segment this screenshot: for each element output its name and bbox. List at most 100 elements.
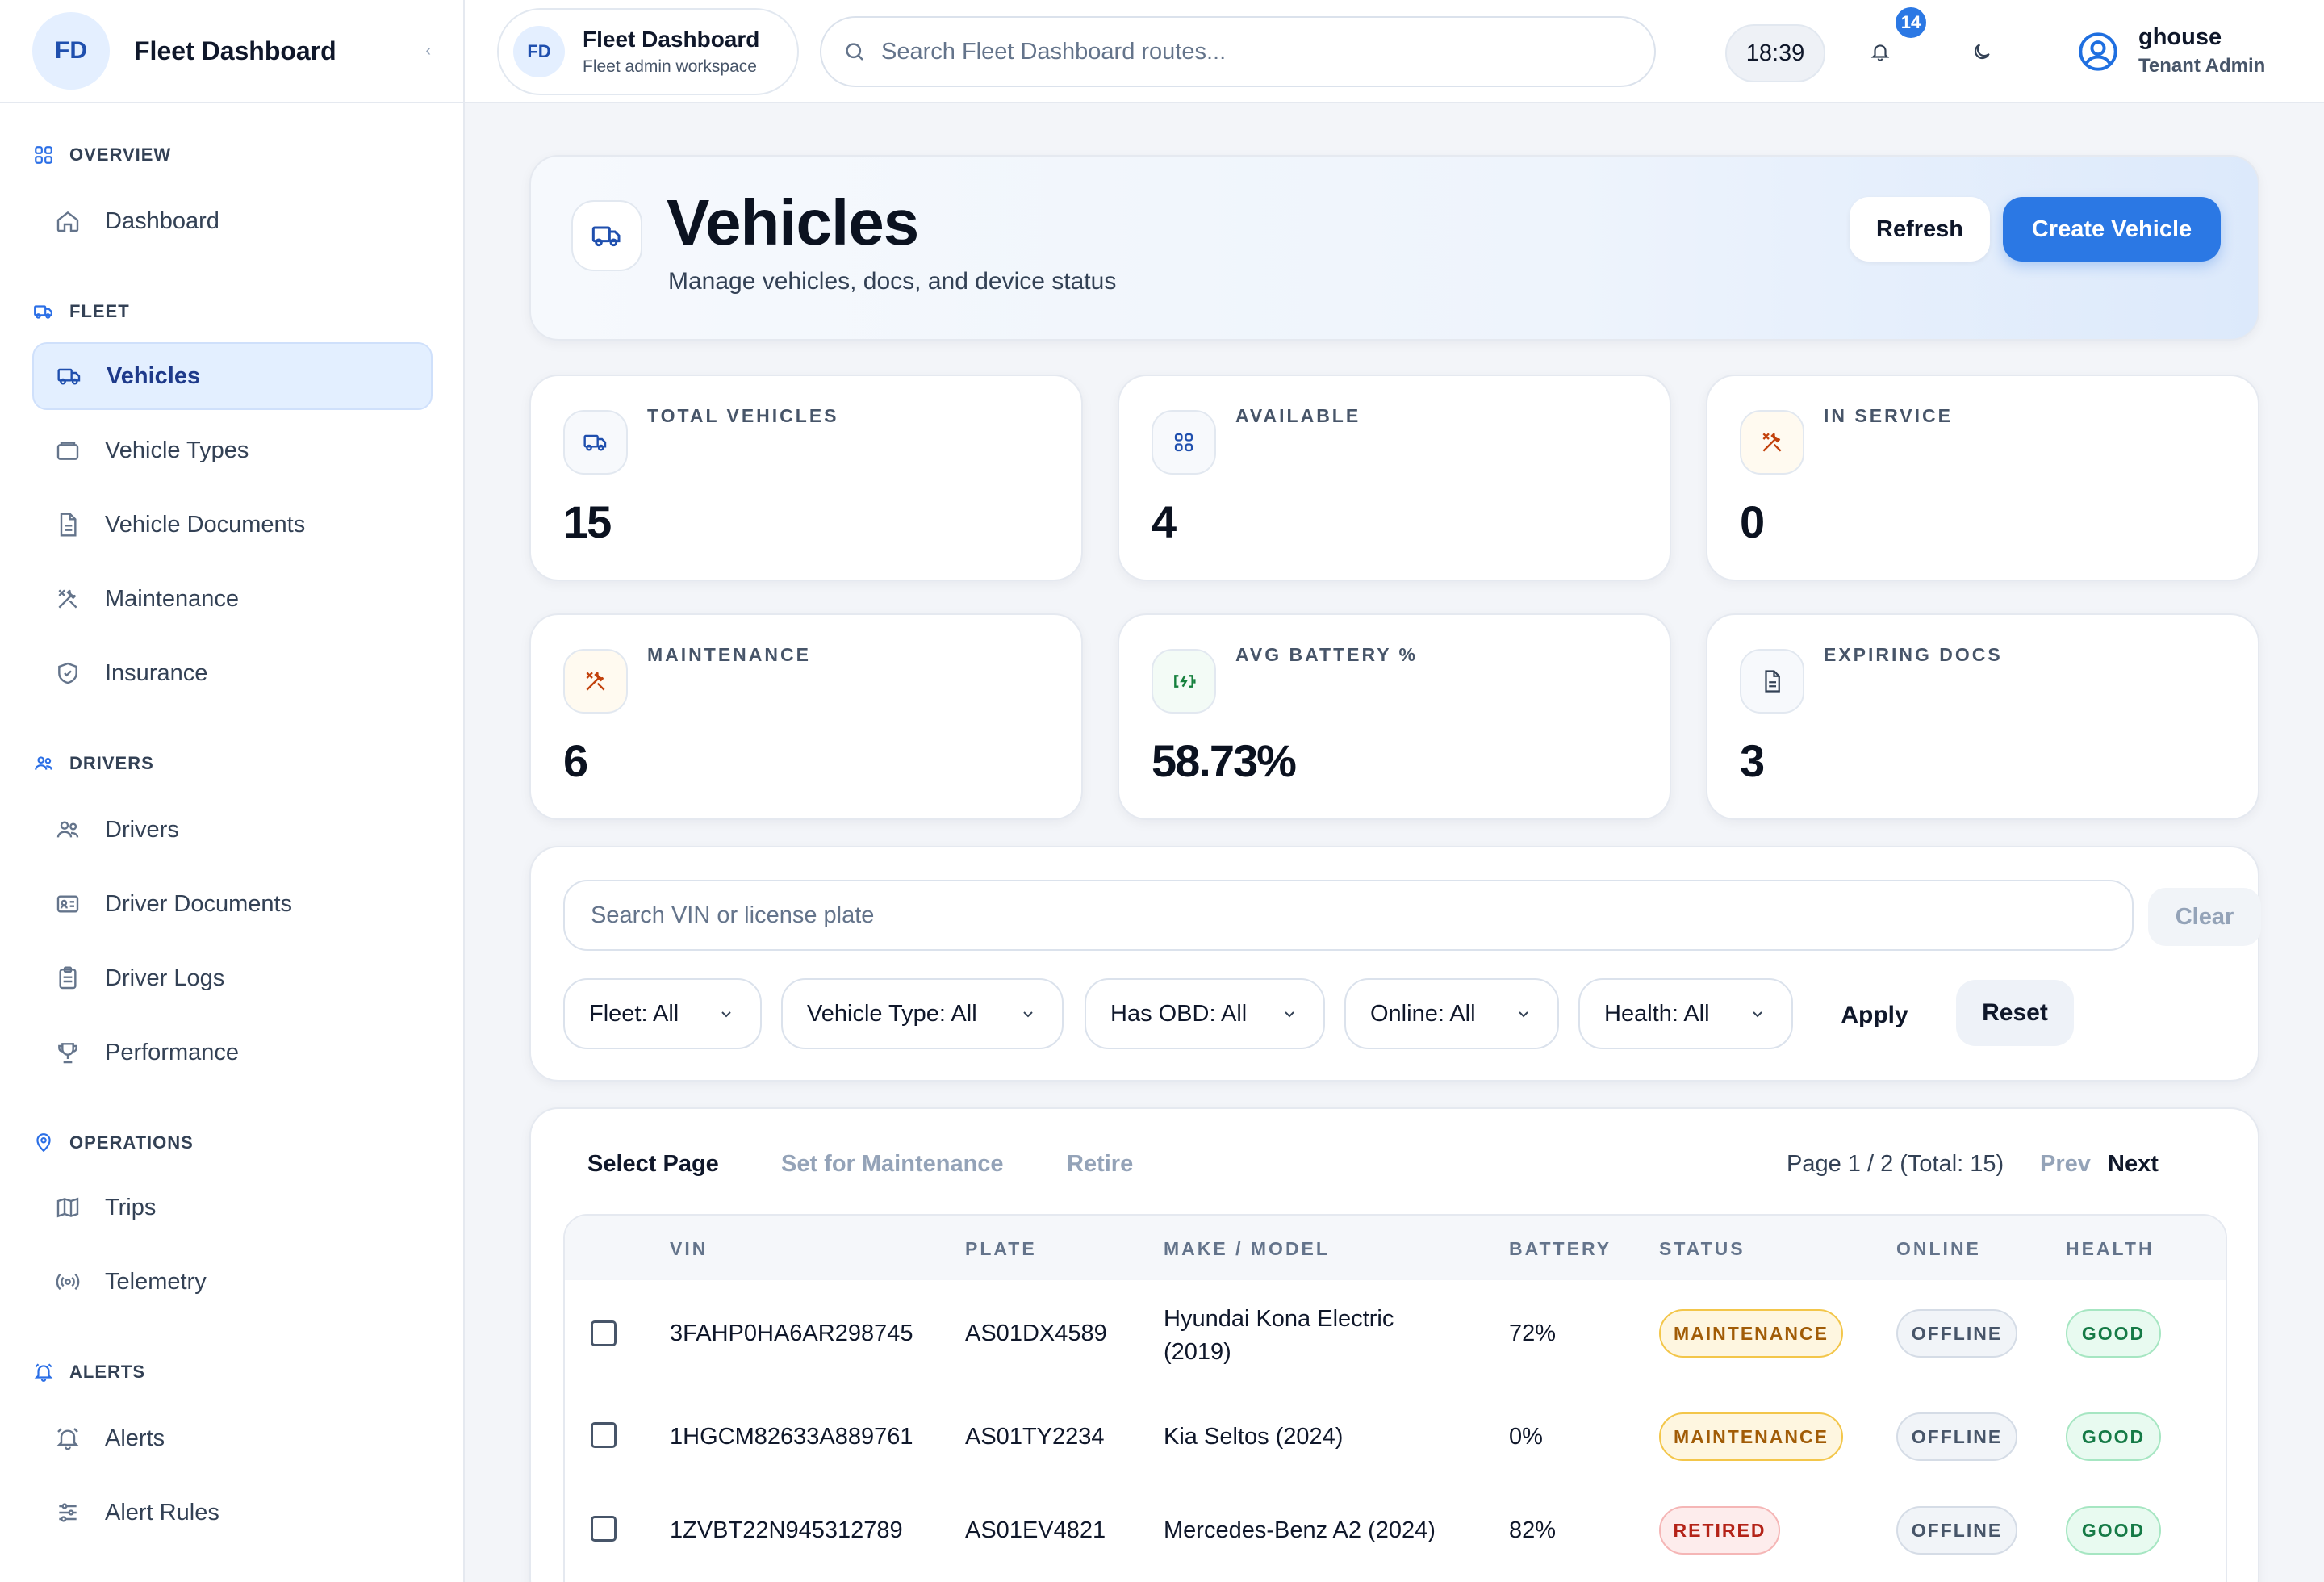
clear-button[interactable]: Clear xyxy=(2148,888,2261,946)
stat-value: 6 xyxy=(563,735,588,786)
sidebar-item-performance[interactable]: Performance xyxy=(32,1019,433,1086)
has-obd-select[interactable]: Has OBD: All xyxy=(1085,978,1325,1049)
truck-icon xyxy=(571,200,642,271)
global-search-input[interactable] xyxy=(881,38,1607,65)
moon-icon[interactable] xyxy=(1966,36,1998,68)
table-row[interactable]: 1ZVBT22N945312789 AS01EV4821 Mercedes-Be… xyxy=(565,1484,2226,1580)
cell-vin: 3FAHP0HA6AR298745 xyxy=(670,1320,913,1346)
prev-page-button[interactable]: Prev xyxy=(2040,1151,2091,1177)
bell-icon[interactable] xyxy=(1864,36,1896,68)
brand-avatar: FD xyxy=(32,12,110,90)
stat-card-maintenance: MAINTENANCE 6 xyxy=(529,613,1083,820)
truck-icon xyxy=(55,362,84,391)
sidebar-item-label: Alert Rules xyxy=(105,1499,219,1526)
make-model-line: (2019) xyxy=(1164,1339,1231,1365)
brand-title: Fleet Dashboard xyxy=(134,36,336,65)
map-icon xyxy=(53,1193,82,1222)
column-header-status[interactable]: STATUS xyxy=(1659,1238,1745,1259)
online-badge: OFFLINE xyxy=(1896,1506,2017,1555)
trophy-icon xyxy=(53,1038,82,1067)
sidebar-item-driver-logs[interactable]: Driver Logs xyxy=(32,944,433,1012)
stat-card-in-service: IN SERVICE 0 xyxy=(1706,375,2259,581)
sidebar-item-label: Vehicles xyxy=(107,362,201,389)
section-title: ALERTS xyxy=(69,1362,145,1382)
select-value: Fleet: All xyxy=(589,1000,679,1027)
sidebar-item-insurance[interactable]: Insurance xyxy=(32,639,433,707)
radio-icon xyxy=(53,1267,82,1296)
sidebar-item-label: Vehicle Documents xyxy=(105,511,306,538)
chevron-left-icon[interactable]: ‹ xyxy=(425,41,431,60)
column-header-make-model[interactable]: MAKE / MODEL xyxy=(1164,1238,1330,1259)
home-icon xyxy=(53,207,82,236)
sidebar-item-alert-rules[interactable]: Alert Rules xyxy=(32,1479,433,1546)
sidebar-item-alerts[interactable]: Alerts xyxy=(32,1404,433,1472)
sidebar-item-vehicle-documents[interactable]: Vehicle Documents xyxy=(32,491,433,559)
sidebar-item-driver-documents[interactable]: Driver Documents xyxy=(32,870,433,938)
table-row[interactable]: 3FAHP0HA6AR298745 AS01DX4589 Hyundai Kon… xyxy=(565,1280,2226,1390)
select-page-button[interactable]: Select Page xyxy=(587,1151,719,1177)
sidebar-item-trips[interactable]: Trips xyxy=(32,1174,433,1241)
sidebar-item-label: Insurance xyxy=(105,659,208,686)
shield-icon xyxy=(53,659,82,688)
stat-card-available: AVAILABLE 4 xyxy=(1118,375,1671,581)
stat-label: AVAILABLE xyxy=(1235,405,1361,426)
layers-icon xyxy=(53,436,82,465)
reset-button[interactable]: Reset xyxy=(1956,980,2074,1046)
health-select[interactable]: Health: All xyxy=(1578,978,1793,1049)
refresh-button[interactable]: Refresh xyxy=(1850,197,1990,262)
cell-make-model: Hyundai Kona Electric (2019) xyxy=(1164,1306,1394,1366)
stat-card-total-vehicles: TOTAL VEHICLES 15 xyxy=(529,375,1083,581)
column-header-online[interactable]: ONLINE xyxy=(1896,1238,1981,1259)
apply-button[interactable]: Apply xyxy=(1816,985,1933,1046)
row-checkbox[interactable] xyxy=(591,1320,617,1346)
sidebar-item-maintenance[interactable]: Maintenance xyxy=(32,565,433,633)
sidebar-item-telemetry[interactable]: Telemetry xyxy=(32,1248,433,1316)
sidebar-item-vehicle-types[interactable]: Vehicle Types xyxy=(32,416,433,484)
cell-plate: AS01TY2234 xyxy=(965,1424,1105,1450)
set-maintenance-button[interactable]: Set for Maintenance xyxy=(781,1151,1004,1177)
row-checkbox[interactable] xyxy=(591,1422,617,1448)
cell-battery: 72% xyxy=(1509,1320,1557,1346)
online-badge: OFFLINE xyxy=(1896,1309,2017,1358)
sidebar-item-label: Drivers xyxy=(105,816,179,843)
cell-vin: 1HGCM82633A889761 xyxy=(670,1424,913,1450)
sidebar-item-dashboard[interactable]: Dashboard xyxy=(32,187,433,255)
online-select[interactable]: Online: All xyxy=(1344,978,1559,1049)
vin-search-input[interactable] xyxy=(563,880,2134,951)
tools-icon xyxy=(563,649,628,714)
vehicle-type-select[interactable]: Vehicle Type: All xyxy=(781,978,1064,1049)
id-card-icon xyxy=(53,889,82,919)
grid-icon xyxy=(1152,410,1216,475)
sidebar-item-label: Driver Documents xyxy=(105,890,293,917)
chevron-down-icon xyxy=(1280,1004,1299,1023)
document-icon xyxy=(1740,649,1804,714)
sidebar-item-drivers[interactable]: Drivers xyxy=(32,796,433,864)
status-badge: MAINTENANCE xyxy=(1659,1412,1843,1461)
column-header-vin[interactable]: VIN xyxy=(670,1238,708,1259)
cell-make-model: Mercedes-Benz A2 (2024) xyxy=(1164,1517,1436,1543)
next-page-button[interactable]: Next xyxy=(2108,1151,2159,1177)
pagination-info: Page 1 / 2 (Total: 15) xyxy=(1787,1151,2004,1177)
column-header-health[interactable]: HEALTH xyxy=(2066,1238,2155,1259)
sidebar-item-label: Telemetry xyxy=(105,1268,207,1295)
sliders-icon xyxy=(53,1498,82,1527)
row-checkbox[interactable] xyxy=(591,1516,617,1542)
truck-icon xyxy=(563,410,628,475)
page-title: Vehicles xyxy=(667,186,919,258)
stat-value: 4 xyxy=(1152,496,1177,547)
sidebar-item-vehicles[interactable]: Vehicles xyxy=(32,342,433,410)
stat-label: EXPIRING DOCS xyxy=(1824,644,2003,665)
user-name[interactable]: ghouse xyxy=(2138,24,2222,50)
column-header-plate[interactable]: PLATE xyxy=(965,1238,1037,1259)
status-badge: MAINTENANCE xyxy=(1659,1309,1843,1358)
workspace-switcher[interactable]: FD Fleet Dashboard Fleet admin workspace xyxy=(497,8,799,95)
retire-button[interactable]: Retire xyxy=(1067,1151,1134,1177)
user-avatar-icon[interactable] xyxy=(2077,31,2119,73)
health-badge: GOOD xyxy=(2066,1309,2161,1358)
stat-value: 58.73% xyxy=(1152,735,1297,786)
fleet-select[interactable]: Fleet: All xyxy=(563,978,762,1049)
table-row[interactable]: 1HGCM82633A889761 AS01TY2234 Kia Seltos … xyxy=(565,1390,2226,1487)
create-vehicle-button[interactable]: Create Vehicle xyxy=(2003,197,2221,262)
search-icon xyxy=(842,40,867,64)
column-header-battery[interactable]: BATTERY xyxy=(1509,1238,1612,1259)
